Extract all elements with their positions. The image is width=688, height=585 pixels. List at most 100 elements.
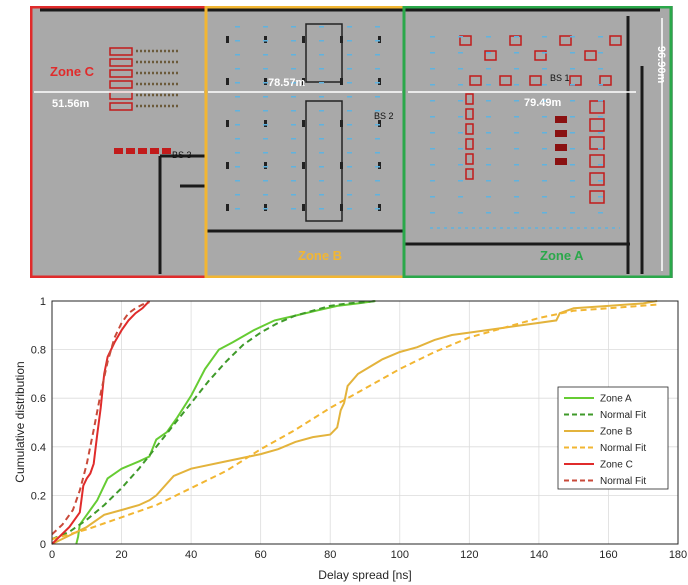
measurement-point <box>430 36 435 38</box>
pillar <box>226 162 229 169</box>
measurement-point <box>235 26 240 28</box>
measurement-point <box>375 110 380 112</box>
zone-c-label: Zone C <box>50 64 95 79</box>
measurement-point <box>514 36 519 38</box>
measurement-point <box>486 100 491 102</box>
measurement-point <box>235 54 240 56</box>
measurement-point <box>319 68 324 70</box>
legend-label-2: Zone B <box>600 427 633 438</box>
floor-plan: 51.56m 78.57m 79.49m 96.90m Zone C Zone … <box>30 6 673 278</box>
measurement-point <box>458 212 463 214</box>
measurement-point <box>458 164 463 166</box>
series-line-2 <box>51 300 658 545</box>
measurement-point <box>542 36 547 38</box>
measurement-point <box>458 68 463 70</box>
measurement-point <box>430 68 435 70</box>
measurement-point <box>263 152 268 154</box>
zone-b-width-label: 78.57m <box>268 77 306 89</box>
measurement-point <box>458 84 463 86</box>
measurement-point <box>375 124 380 126</box>
measurement-point <box>263 110 268 112</box>
measurement-point <box>235 152 240 154</box>
measurement-point <box>235 110 240 112</box>
measurement-point <box>263 82 268 84</box>
measurement-point <box>291 194 296 196</box>
x-tick-label: 160 <box>599 549 617 561</box>
x-tick-label: 180 <box>669 549 687 561</box>
measurement-point <box>347 96 352 98</box>
measurement-point <box>514 68 519 70</box>
measurement-point <box>291 40 296 42</box>
measurement-point <box>430 212 435 214</box>
shelf <box>584 50 597 61</box>
measurement-point <box>291 54 296 56</box>
shelf <box>499 75 512 86</box>
measurement-point <box>458 36 463 38</box>
shelf <box>109 80 133 89</box>
measurement-point <box>430 164 435 166</box>
measurement-point <box>347 138 352 140</box>
measurement-point <box>347 68 352 70</box>
measurement-point <box>542 84 547 86</box>
legend: Zone A Normal Fit Zone B Normal Fit Zone C No… <box>557 386 669 490</box>
shelf <box>465 108 474 120</box>
x-ticks: 0 20 40 60 80 100 120 140 160 180 <box>49 549 687 561</box>
measurement-point <box>347 180 352 182</box>
legend-label-3: Normal Fit <box>600 443 646 454</box>
legend-label-1: Normal Fit <box>600 410 646 421</box>
pillar <box>378 204 381 211</box>
enclosure <box>305 100 343 222</box>
measurement-point <box>514 52 519 54</box>
measurement-point <box>486 148 491 150</box>
bs1-label: BS 1 <box>550 73 570 83</box>
measurement-point <box>570 196 575 198</box>
measurement-point <box>598 84 603 86</box>
measurement-point <box>458 116 463 118</box>
measurement-point <box>542 148 547 150</box>
measurement-point <box>430 132 435 134</box>
measurement-point <box>514 116 519 118</box>
pillar <box>226 36 229 43</box>
pillar <box>302 204 305 211</box>
measurement-point <box>598 36 603 38</box>
measurement-point <box>570 84 575 86</box>
measurement-point <box>542 132 547 134</box>
zone-b-label: Zone B <box>298 248 342 263</box>
measurement-point <box>598 132 603 134</box>
pillar <box>226 78 229 85</box>
measurement-point <box>319 138 324 140</box>
shelf <box>126 148 135 154</box>
measurement-point <box>486 68 491 70</box>
measurement-point <box>319 96 324 98</box>
measurement-point <box>347 26 352 28</box>
measurement-point <box>458 52 463 54</box>
measurement-point <box>347 194 352 196</box>
measurement-point <box>542 164 547 166</box>
measurement-point <box>514 212 519 214</box>
x-axis-label: Delay spread [ns] <box>318 568 411 582</box>
measurement-point <box>598 148 603 150</box>
measurement-point <box>347 166 352 168</box>
measurement-point <box>347 54 352 56</box>
measurement-point <box>430 116 435 118</box>
measurement-point <box>570 100 575 102</box>
measurement-point <box>598 180 603 182</box>
measurement-point <box>570 68 575 70</box>
measurement-point <box>375 68 380 70</box>
shelf <box>138 148 147 154</box>
shelf <box>150 148 159 154</box>
legend-label-0: Zone A <box>600 394 632 405</box>
shelf <box>465 93 474 105</box>
measurement-point <box>263 26 268 28</box>
legend-label-4: Zone C <box>600 460 633 471</box>
dimension-arrows <box>34 18 663 271</box>
measurement-point <box>570 132 575 134</box>
measurement-point <box>598 68 603 70</box>
shelf <box>555 144 567 151</box>
measurement-point <box>542 100 547 102</box>
pillar <box>378 120 381 127</box>
pillar <box>378 36 381 43</box>
pillar <box>378 162 381 169</box>
measurement-point <box>291 138 296 140</box>
measurement-point <box>319 152 324 154</box>
